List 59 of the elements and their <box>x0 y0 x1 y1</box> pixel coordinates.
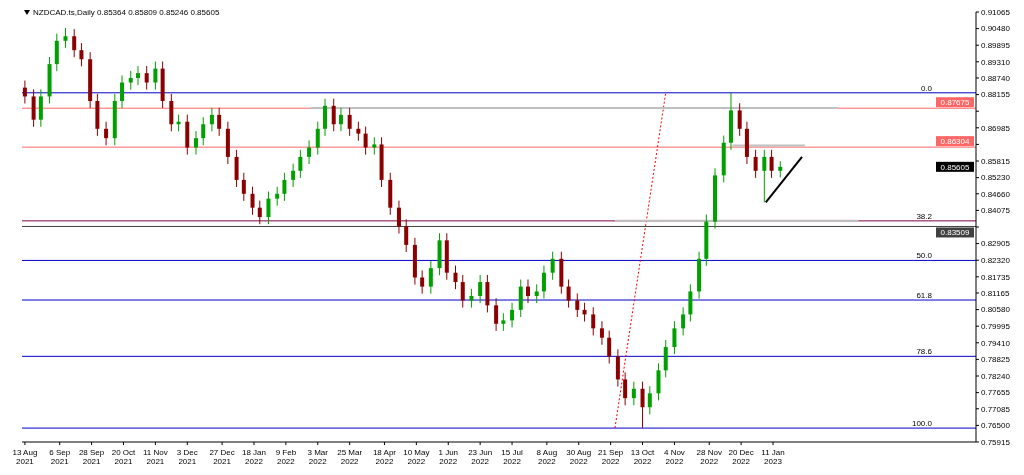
ref-line-label: 0.86304 <box>940 137 971 147</box>
x-tick-label: 25 Mar 2022 <box>337 448 363 466</box>
x-tick-label: 3 Dec 2021 <box>176 448 198 466</box>
y-tick-label: 0.82320 <box>981 256 1011 266</box>
x-tick-label: 28 Sep 2021 <box>78 448 105 466</box>
y-tick-label: 0.78240 <box>981 371 1011 381</box>
y-tick-label: 0.77085 <box>981 404 1011 414</box>
y-tick-label: 0.90480 <box>981 24 1011 34</box>
x-tick-label: 11 Nov 2021 <box>143 448 168 466</box>
x-tick-label: 10 May 2022 <box>403 448 430 466</box>
x-tick-label: 21 Sep 2022 <box>597 448 624 466</box>
y-tick-label: 0.79410 <box>981 338 1011 348</box>
x-tick-label: 6 Sep 2021 <box>49 448 71 466</box>
x-tick-label: 23 Jun 2022 <box>468 448 493 466</box>
x-tick-label: 9 Feb 2022 <box>275 448 297 466</box>
y-tick-label: 0.81735 <box>981 272 1011 282</box>
x-tick-label: 13 Oct 2022 <box>630 448 656 466</box>
y-tick-label: 0.79995 <box>981 322 1011 332</box>
y-tick-label: 0.88155 <box>981 90 1011 100</box>
y-tick-label: 0.84075 <box>981 206 1011 216</box>
x-tick-label: 13 Aug 2021 <box>12 448 38 466</box>
x-tick-label: 18 Apr 2022 <box>372 448 397 466</box>
y-tick-label: 0.82905 <box>981 239 1011 249</box>
x-tick-label: 11 Jan 2023 <box>761 448 785 466</box>
x-tick-label: 8 Aug 2022 <box>536 448 558 466</box>
annotation: 78.6 <box>916 347 933 357</box>
y-tick-label: 0.86985 <box>981 123 1011 133</box>
y-tick-label: 0.76500 <box>981 421 1011 431</box>
y-tick-label: 0.89895 <box>981 41 1011 51</box>
x-tick-label: 3 Mar 2022 <box>307 448 329 466</box>
x-tick-label: 15 Jul 2022 <box>501 448 523 466</box>
x-tick-label: 20 Dec 2022 <box>728 448 754 466</box>
ref-line-label: 0.87675 <box>940 98 971 108</box>
y-tick-label: 0.85815 <box>981 156 1011 166</box>
y-tick-label: 0.78825 <box>981 355 1011 365</box>
y-tick-label: 0.81165 <box>981 288 1010 298</box>
y-tick-label: 0.85230 <box>981 173 1011 183</box>
x-tick-label: 27 Dec 2021 <box>209 448 235 466</box>
annotation: 0.0 <box>920 83 933 93</box>
annotation: 0.85605 <box>940 162 971 172</box>
annotation: 61.8 <box>916 291 933 301</box>
annotation: 38.2 <box>916 211 933 221</box>
x-tick-label: 30 Aug 2022 <box>566 448 592 466</box>
y-tick-label: 0.77655 <box>981 388 1011 398</box>
x-tick-label: 28 Nov 2022 <box>696 448 722 466</box>
y-tick-label: 0.89310 <box>981 57 1011 67</box>
chart-title: NZDCAD.ts,Daily 0.85364 0.85809 0.85246 0.85605 <box>33 8 220 17</box>
annotation: 50.0 <box>916 251 933 261</box>
x-tick-label: 4 Nov 2022 <box>663 448 685 466</box>
ref-line-label: 0.83509 <box>940 228 971 238</box>
annotation: 100.0 <box>911 419 933 429</box>
y-tick-label: 0.75915 <box>981 437 1011 447</box>
x-tick-label: 20 Oct 2021 <box>111 448 137 466</box>
y-tick-label: 0.84660 <box>981 189 1011 199</box>
x-tick-label: 18 Jan 2022 <box>241 448 266 466</box>
x-tick-label: 1 Jun 2022 <box>438 448 459 466</box>
y-tick-label: 0.80580 <box>981 305 1011 315</box>
y-tick-label: 0.91065 <box>981 7 1011 17</box>
y-tick-label: 0.88740 <box>981 73 1011 83</box>
